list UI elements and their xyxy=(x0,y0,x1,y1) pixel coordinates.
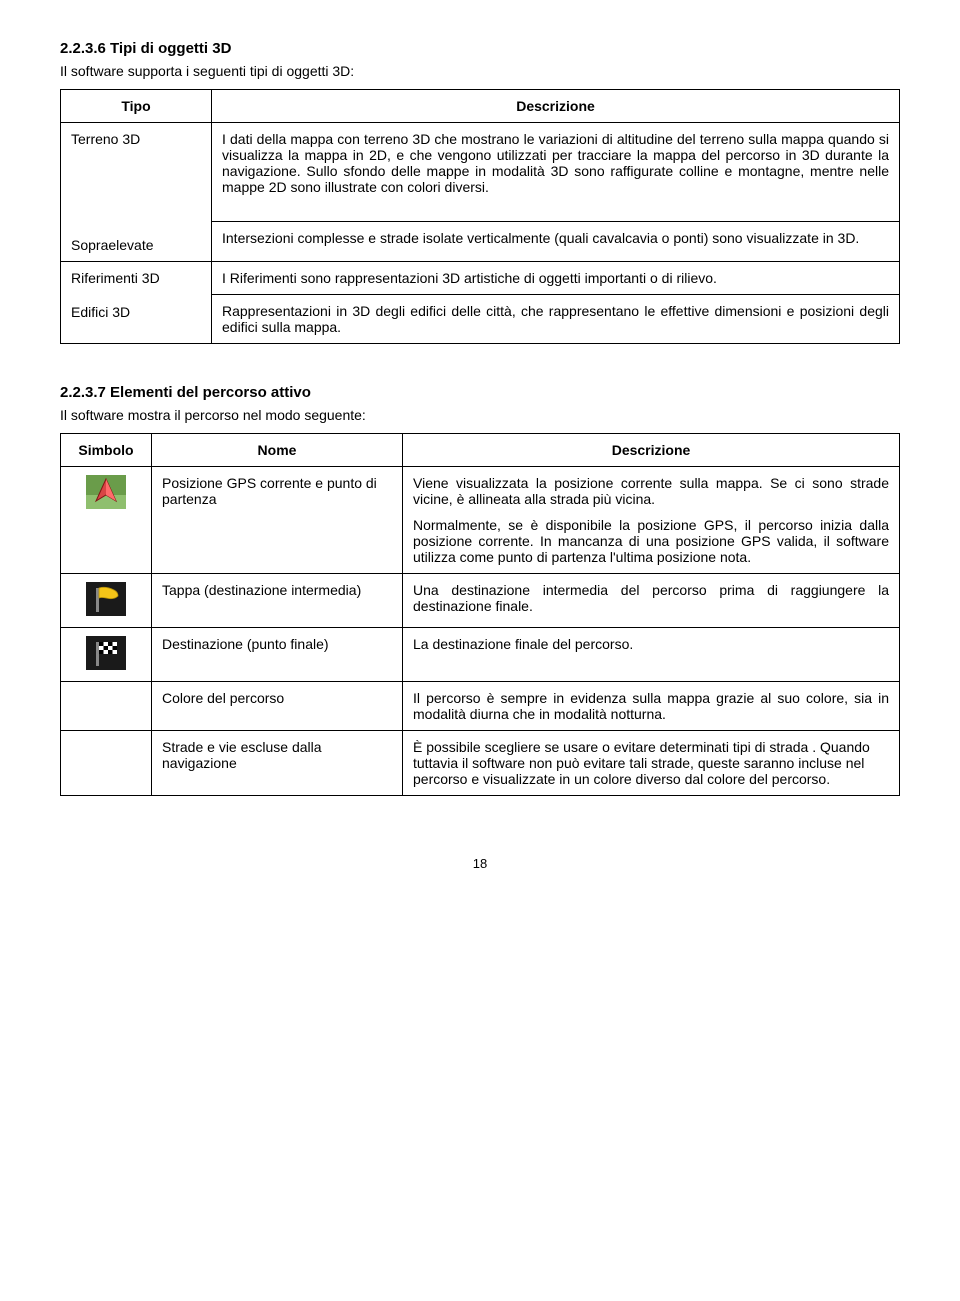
table2-header-name: Nome xyxy=(152,434,403,467)
table-route-elements: Simbolo Nome Descrizione Posizione GPS c… xyxy=(60,433,900,796)
section-2-heading: 2.2.3.7 Elementi del percorso attivo xyxy=(60,384,900,401)
section-2-intro: Il software mostra il percorso nel modo … xyxy=(60,407,900,423)
section-1-intro: Il software supporta i seguenti tipi di … xyxy=(60,63,900,79)
route-desc: Una destinazione intermedia del percorso… xyxy=(403,574,900,628)
table-row: Posizione GPS corrente e punto di parten… xyxy=(61,467,900,574)
type-desc: I Riferimenti sono rappresentazioni 3D a… xyxy=(212,262,900,295)
route-desc: Il percorso è sempre in evidenza sulla m… xyxy=(403,682,900,731)
table-row: Strade e vie escluse dalla navigazione È… xyxy=(61,731,900,796)
page-number: 18 xyxy=(60,856,900,871)
gps-position-icon xyxy=(86,475,126,509)
table-row: Terreno 3D Sopraelevate I dati della map… xyxy=(61,123,900,222)
table-object-types: Tipo Descrizione Terreno 3D Sopraelevate… xyxy=(60,89,900,344)
section-1-heading: 2.2.3.6 Tipi di oggetti 3D xyxy=(60,40,900,57)
route-desc: È possibile scegliere se usare o evitare… xyxy=(403,731,900,796)
route-name: Strade e vie escluse dalla navigazione xyxy=(152,731,403,796)
route-desc: La destinazione finale del percorso. xyxy=(403,628,900,682)
route-name: Colore del percorso xyxy=(152,682,403,731)
type-desc: I dati della mappa con terreno 3D che mo… xyxy=(212,123,900,222)
type-label: Sopraelevate xyxy=(71,237,201,253)
route-desc: Viene visualizzata la posizione corrente… xyxy=(403,467,900,574)
type-desc: Rappresentazioni in 3D degli edifici del… xyxy=(212,295,900,344)
type-label: Terreno 3D xyxy=(71,131,201,147)
route-desc-p1: Viene visualizzata la posizione corrente… xyxy=(413,475,889,507)
table-row: Riferimenti 3D Edifici 3D I Riferimenti … xyxy=(61,262,900,295)
table-row: Destinazione (punto finale) La destinazi… xyxy=(61,628,900,682)
table2-header-desc: Descrizione xyxy=(403,434,900,467)
route-name: Posizione GPS corrente e punto di parten… xyxy=(152,467,403,574)
type-label: Edifici 3D xyxy=(71,304,201,320)
table1-header-desc: Descrizione xyxy=(212,90,900,123)
table2-header-symbol: Simbolo xyxy=(61,434,152,467)
type-desc: Intersezioni complesse e strade isolate … xyxy=(212,221,900,261)
destination-flag-icon xyxy=(86,636,126,670)
route-name: Destinazione (punto finale) xyxy=(152,628,403,682)
route-name: Tappa (destinazione intermedia) xyxy=(152,574,403,628)
table1-header-type: Tipo xyxy=(61,90,212,123)
waypoint-flag-icon xyxy=(86,582,126,616)
type-label: Riferimenti 3D xyxy=(71,270,201,286)
route-desc-p2: Normalmente, se è disponibile la posizio… xyxy=(413,517,889,565)
table-row: Colore del percorso Il percorso è sempre… xyxy=(61,682,900,731)
table-row: Tappa (destinazione intermedia) Una dest… xyxy=(61,574,900,628)
